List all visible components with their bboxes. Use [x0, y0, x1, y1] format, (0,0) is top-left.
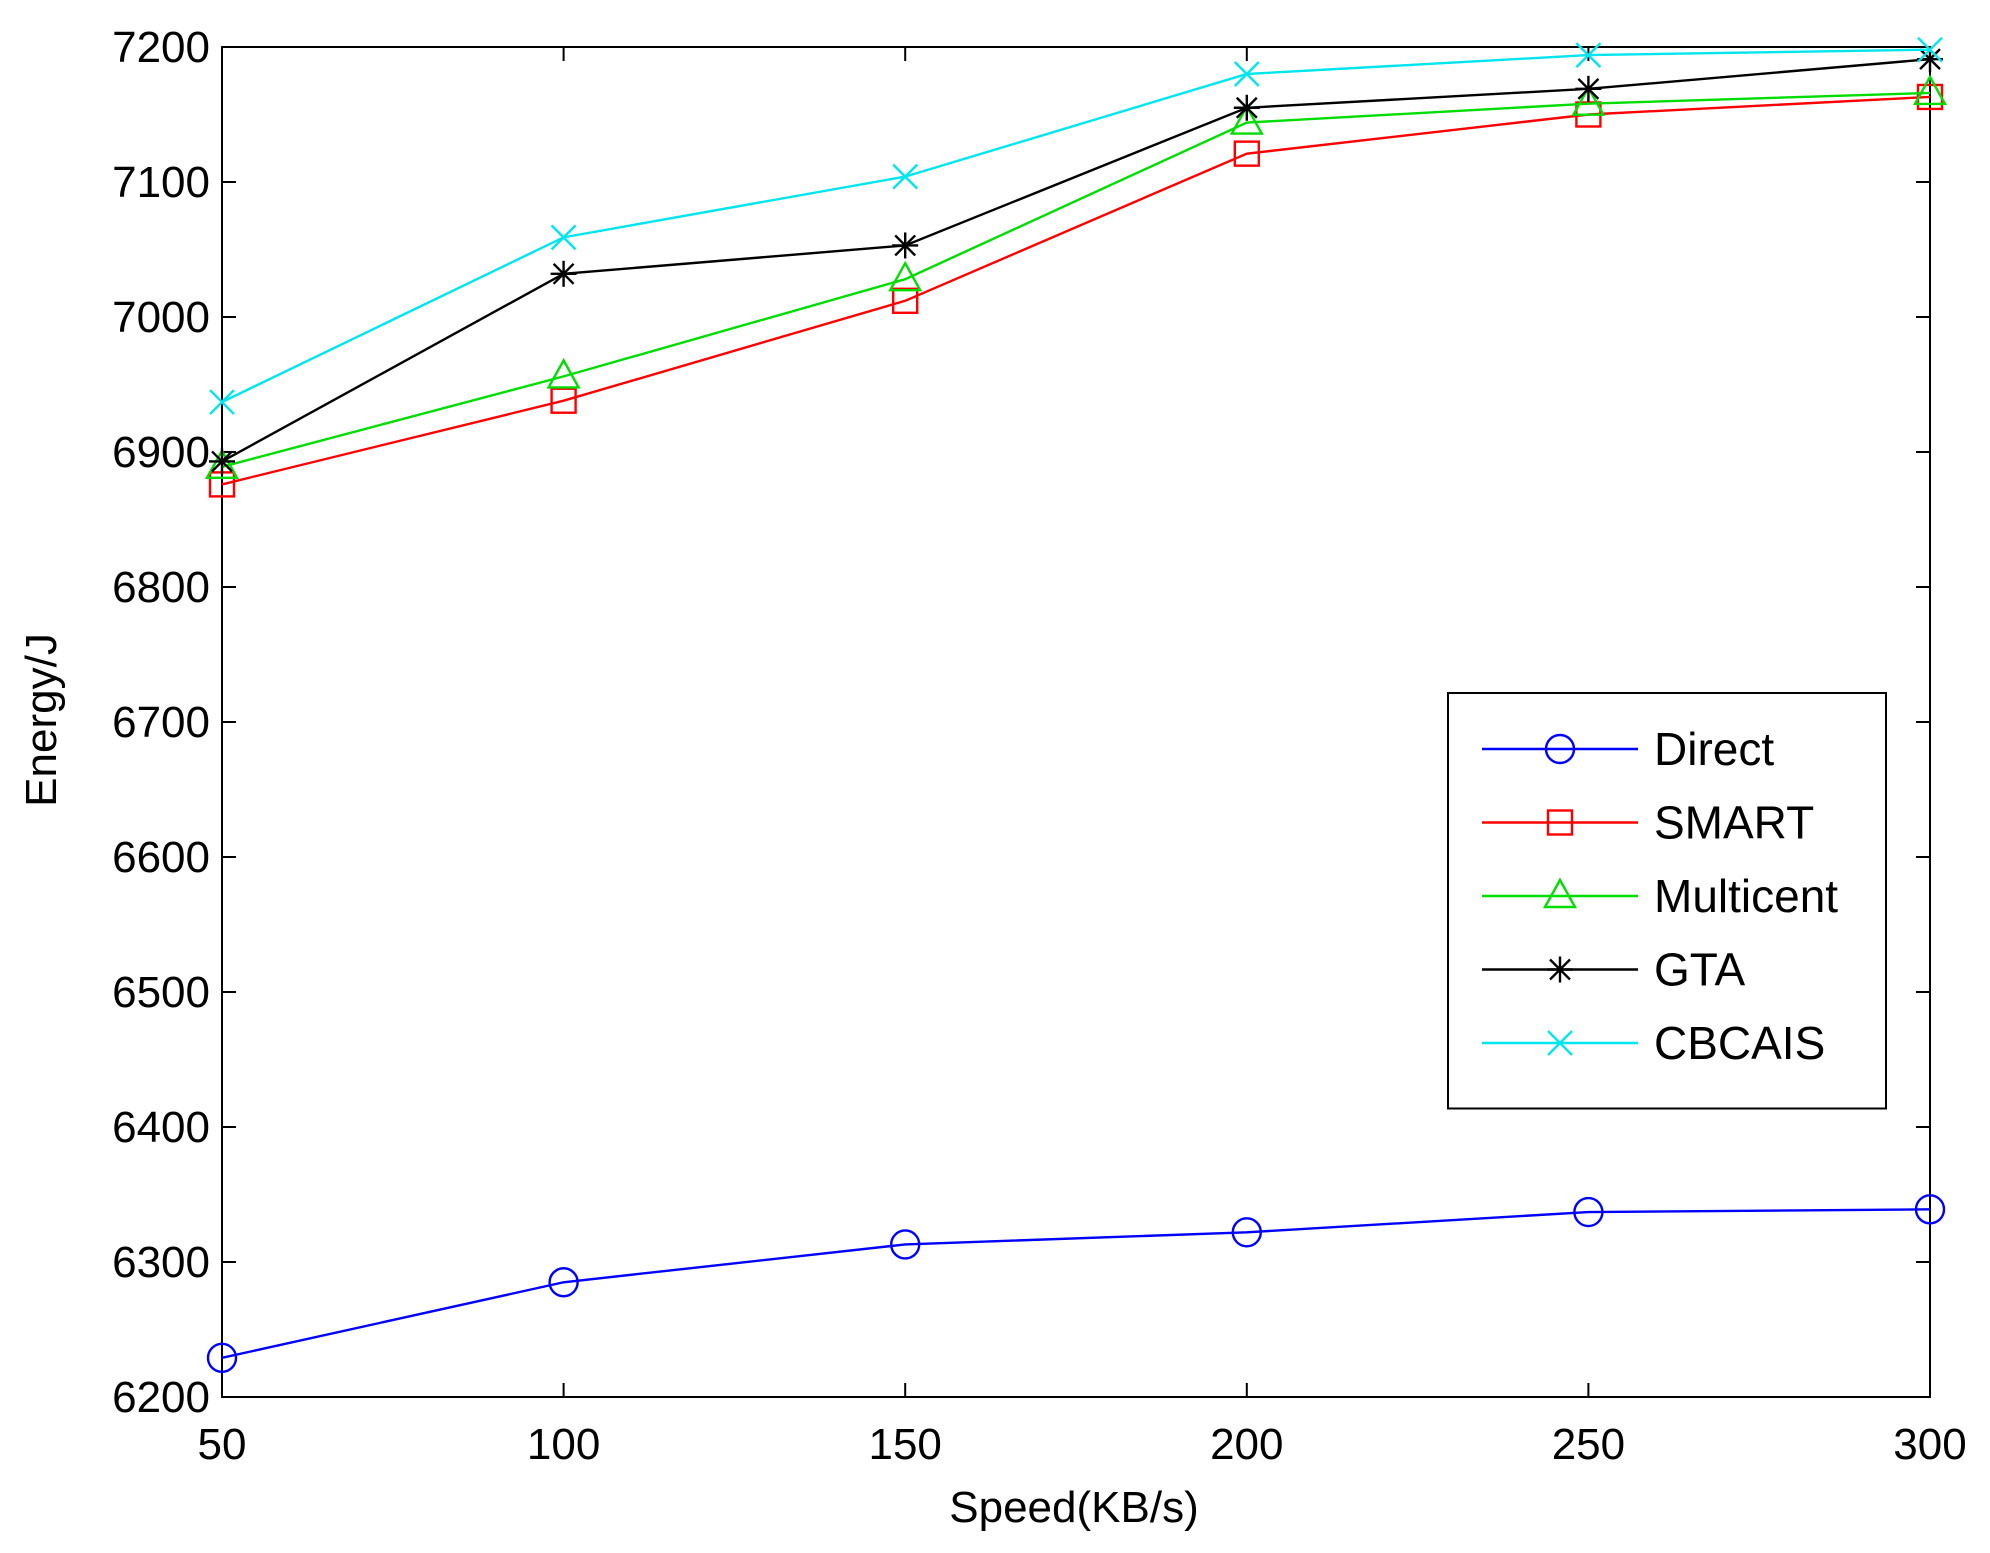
- x-tick-label: 200: [1210, 1420, 1283, 1469]
- data-point: [548, 1267, 579, 1298]
- x-tick-label: 100: [527, 1420, 600, 1469]
- x-axis: 50 100 150 200 250 300: [198, 47, 1967, 1469]
- data-point: [888, 260, 923, 292]
- data-point: [1233, 140, 1261, 167]
- data-point: [550, 260, 577, 287]
- data-point: [204, 448, 240, 480]
- data-point: [1233, 94, 1260, 121]
- data-point: [1912, 74, 1948, 106]
- data-point: [892, 232, 919, 259]
- data-point: [1229, 104, 1264, 135]
- series-multicent: [204, 74, 1948, 480]
- data-point: [1575, 42, 1602, 68]
- x-tick-label: 50: [198, 1420, 247, 1469]
- y-tick-label: 6200: [112, 1373, 210, 1422]
- legend-label: Direct: [1654, 723, 1774, 775]
- data-point: [890, 1229, 921, 1260]
- data-point: [1573, 1196, 1604, 1228]
- data-point: [1575, 75, 1602, 102]
- x-tick-label: 150: [868, 1420, 941, 1469]
- y-tick-label: 7200: [112, 23, 210, 72]
- y-tick-label: 6700: [112, 698, 210, 747]
- data-point: [892, 163, 919, 190]
- series-line: [221, 91, 1931, 469]
- legend-box: [1447, 692, 1887, 1110]
- series-line: [221, 57, 1931, 463]
- legend-label: SMART: [1654, 797, 1814, 849]
- y-tick-label: 7100: [112, 158, 210, 207]
- data-point: [209, 389, 235, 415]
- data-point: [1917, 36, 1943, 63]
- legend-entry: SMART: [1482, 797, 1814, 849]
- data-point: [1571, 85, 1606, 116]
- y-tick-label: 6500: [112, 968, 210, 1017]
- series-gta: [209, 46, 1943, 475]
- y-tick-label: 6900: [112, 428, 210, 477]
- data-point: [1914, 1194, 1946, 1225]
- series-layer: [204, 36, 1948, 1374]
- legend-marker: [1544, 733, 1576, 765]
- legend-label: GTA: [1654, 944, 1745, 996]
- series-direct: [206, 1194, 1946, 1374]
- x-tick-label: 300: [1893, 1420, 1966, 1469]
- series-cbcais: [209, 36, 1943, 415]
- data-point: [892, 287, 919, 314]
- legend-entry: GTA: [1482, 944, 1745, 996]
- legend-entry: Direct: [1482, 723, 1774, 775]
- y-tick-label: 6400: [112, 1103, 210, 1152]
- series-line: [221, 95, 1931, 486]
- data-point: [1231, 1217, 1263, 1248]
- legend-marker: [1547, 956, 1573, 983]
- data-point: [209, 448, 235, 475]
- y-axis-label: Energy/J: [17, 633, 66, 807]
- data-point: [1233, 61, 1260, 87]
- legend-label: Multicent: [1654, 870, 1838, 922]
- data-point: [550, 224, 577, 251]
- legend-entry: Multicent: [1482, 870, 1838, 922]
- y-tick-label: 6800: [112, 563, 210, 612]
- y-axis: 6200 6300 6400 6500 6600 6700 6800 6900 7000 7100…: [112, 23, 1930, 1422]
- legend: Direct SMART Multicent GTA CBCAIS: [1447, 692, 1887, 1110]
- legend-marker: [1547, 1030, 1573, 1056]
- legend-label: CBCAIS: [1654, 1017, 1825, 1069]
- y-tick-label: 6300: [112, 1238, 210, 1287]
- series-line: [221, 1208, 1931, 1360]
- legend-marker: [1542, 877, 1578, 909]
- series-line: [221, 48, 1931, 404]
- data-point: [550, 387, 577, 414]
- x-tick-label: 250: [1552, 1420, 1625, 1469]
- data-point: [206, 1342, 238, 1374]
- y-tick-label: 7000: [112, 293, 210, 342]
- legend-entry: CBCAIS: [1482, 1017, 1825, 1069]
- x-axis-label: Speed(KB/s): [949, 1483, 1198, 1532]
- data-point: [546, 357, 581, 389]
- y-tick-label: 6600: [112, 833, 210, 882]
- legend-marker: [1546, 809, 1574, 836]
